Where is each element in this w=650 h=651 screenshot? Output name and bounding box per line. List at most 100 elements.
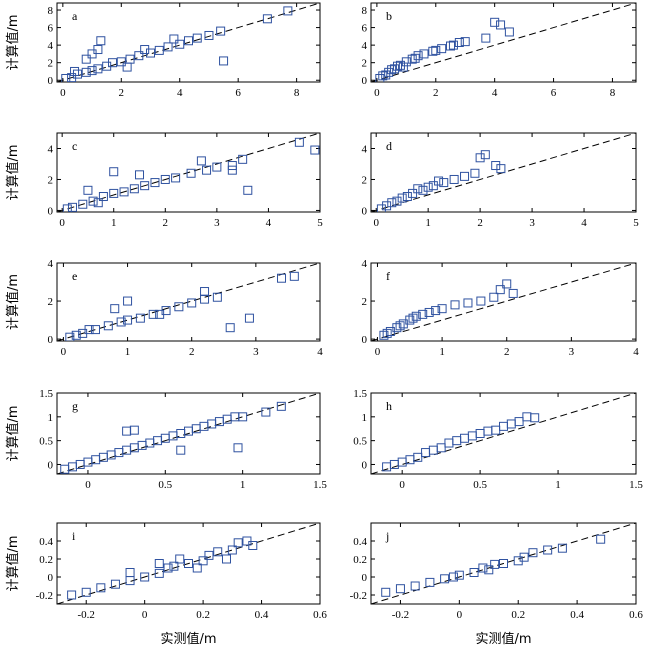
y-axis-label: 计算值/m (5, 535, 21, 591)
data-point (440, 574, 450, 584)
data-point (413, 51, 423, 61)
x-tick-label: 0.6 (313, 609, 327, 621)
data-point (90, 325, 100, 335)
data-point (446, 41, 455, 51)
plot-frame (370, 392, 637, 475)
data-point (428, 181, 438, 191)
data-point (129, 425, 139, 435)
data-point (499, 559, 508, 568)
data-point (491, 425, 501, 435)
data-point (116, 57, 126, 67)
data-point (502, 279, 512, 289)
data-point (476, 296, 486, 306)
data-point (460, 171, 470, 181)
data-point (212, 162, 222, 172)
data-point (425, 577, 435, 587)
panel-label: c (72, 139, 77, 153)
data-point (277, 273, 287, 283)
reference-line (57, 3, 320, 82)
y-tick-label: 0 (48, 334, 54, 346)
data-point (123, 296, 133, 306)
data-point (463, 298, 473, 308)
data-point (294, 137, 304, 147)
x-tick-label: 0.4 (255, 609, 269, 621)
data-point (276, 401, 286, 411)
y-tick-label: 2 (362, 58, 368, 70)
x-tick-label: 0.2 (511, 609, 525, 621)
data-point (204, 550, 214, 560)
data-point (397, 457, 407, 467)
x-tick-label: 4 (633, 346, 639, 358)
x-tick-label: 0.6 (629, 609, 643, 621)
plot-frame (370, 262, 637, 342)
x-tick-label: 0 (85, 479, 91, 491)
data-point (62, 204, 72, 212)
data-point (160, 174, 170, 184)
data-point (83, 457, 93, 467)
data-point (401, 57, 411, 67)
data-point (199, 421, 209, 431)
data-point (238, 412, 248, 422)
data-point (198, 556, 208, 566)
data-point (150, 178, 160, 188)
data-point (238, 154, 248, 164)
data-point (522, 412, 532, 422)
panel-label: f (386, 269, 390, 283)
x-tick-label: 5 (633, 217, 639, 229)
data-point (398, 62, 408, 72)
x-tick-label: 3 (529, 217, 535, 229)
x-tick-label: 8 (294, 87, 300, 99)
data-point (135, 313, 145, 323)
plot-frame (56, 392, 321, 475)
panel-label: e (72, 269, 77, 283)
data-point (418, 185, 428, 195)
x-tick-label: 1 (439, 346, 445, 358)
data-point (310, 145, 320, 155)
data-point (481, 33, 491, 43)
data-point (381, 587, 391, 597)
x-tick-label: 6 (551, 87, 557, 99)
data-point (154, 45, 164, 55)
data-point (439, 178, 449, 188)
data-point (93, 198, 103, 208)
data-point (413, 184, 423, 194)
data-point (483, 426, 493, 436)
data-point (169, 34, 179, 44)
x-tick-label: 2 (477, 217, 483, 229)
data-point (424, 307, 434, 317)
x-tick-label: 1.5 (629, 479, 643, 491)
y-tick-label: 0 (362, 334, 368, 346)
y-tick-label: 2 (48, 174, 54, 186)
data-point (469, 568, 479, 577)
y-tick-label: 1 (48, 412, 54, 424)
data-point (109, 167, 119, 177)
x-tick-label: 0 (59, 217, 65, 229)
data-point (454, 570, 464, 580)
y-tick-label: 1.5 (39, 388, 53, 400)
data-point (227, 545, 237, 555)
data-point (175, 39, 185, 49)
data-point (387, 198, 397, 208)
y-tick-label: 6 (362, 23, 368, 35)
data-point (212, 292, 222, 302)
data-point (428, 46, 438, 56)
data-point (514, 417, 524, 427)
data-point (557, 543, 567, 553)
reference-line (371, 393, 636, 474)
data-point (489, 292, 499, 302)
plot-frame (370, 132, 637, 213)
panel-e: 0 1 2 3 4 0 2 4 e 计算值/m (5, 258, 323, 358)
data-point (216, 26, 226, 36)
y-axis-label: 计算值/m (5, 144, 21, 200)
x-tick-label: 1 (111, 217, 117, 229)
data-point (134, 51, 144, 61)
reference-line (57, 263, 320, 341)
reference-line (57, 393, 320, 474)
x-tick-label: 1 (240, 479, 246, 491)
data-point (98, 192, 108, 202)
panel-j: -0.2 0 0.2 0.4 0.6 -0.2 0 0.2 0.4 j 实测值/m (350, 522, 643, 647)
data-point (109, 188, 119, 198)
data-point (530, 413, 540, 423)
data-point (434, 176, 444, 186)
